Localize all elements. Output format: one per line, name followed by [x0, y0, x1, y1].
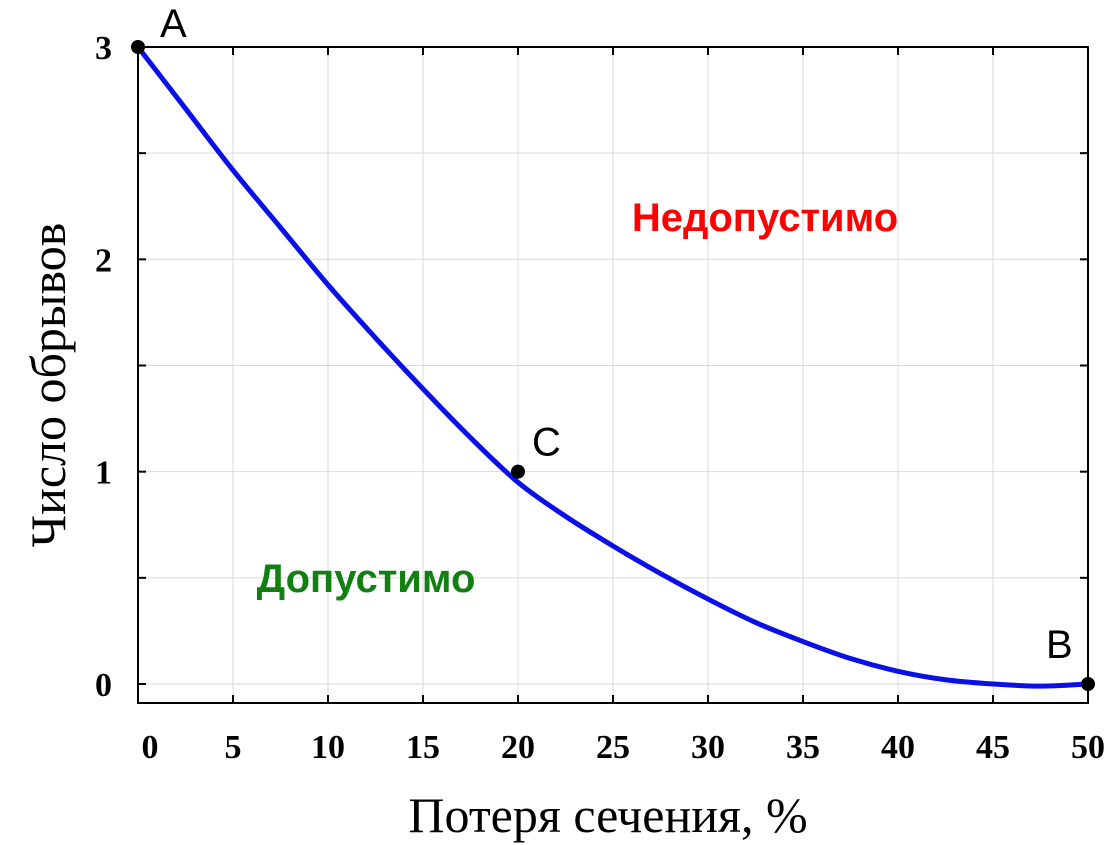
- point-label-a: A: [160, 2, 187, 46]
- region-label-unacceptable: Недопустимо: [632, 196, 898, 240]
- y-axis-label: Число обрывов: [20, 223, 76, 548]
- grid: [138, 46, 1088, 703]
- point-b: [1081, 677, 1095, 691]
- x-tick-label: 25: [596, 729, 630, 766]
- x-tick-label: 30: [691, 729, 725, 766]
- data-points: A C B: [131, 2, 1095, 691]
- x-tick-label: 45: [976, 729, 1010, 766]
- point-label-b: B: [1046, 623, 1073, 667]
- x-tick-label: 35: [786, 729, 820, 766]
- point-a: [131, 40, 145, 54]
- y-tick-label: 3: [95, 30, 112, 67]
- x-axis-label: Потеря сечения, %: [408, 787, 807, 843]
- x-tick-label: 50: [1071, 729, 1105, 766]
- x-tick-label: 0: [142, 729, 159, 766]
- point-label-c: C: [532, 421, 561, 465]
- point-c: [511, 464, 525, 479]
- x-tick-label: 5: [225, 729, 242, 766]
- x-tick-label: 40: [881, 729, 915, 766]
- x-tick-label: 10: [311, 729, 345, 766]
- x-tick-label: 15: [406, 729, 440, 766]
- ticks: [137, 46, 1089, 703]
- y-tick-label: 2: [95, 242, 112, 279]
- y-tick-label: 0: [95, 667, 112, 704]
- x-tick-label: 20: [501, 729, 535, 766]
- region-label-acceptable: Допустимо: [257, 557, 476, 601]
- y-tick-label: 1: [95, 455, 112, 492]
- series-line: [135, 44, 1091, 689]
- annotations: Недопустимо Допустимо: [257, 196, 899, 601]
- tick-labels: 0 5 10 15 20 25 30 35 40 45 50 0 1 2 3: [95, 30, 1105, 766]
